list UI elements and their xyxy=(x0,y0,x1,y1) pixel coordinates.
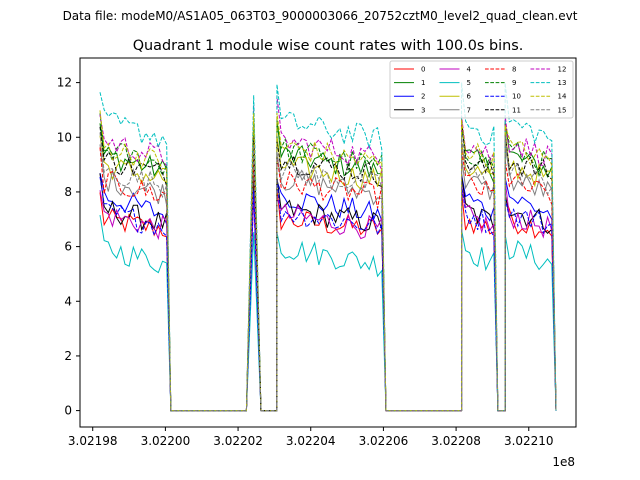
x-tick-label: 3.02208 xyxy=(431,434,481,448)
y-tick-label: 12 xyxy=(57,76,72,90)
x-axis: 3.02198 3.02200 3.02202 3.02204 3.02206 3.022… xyxy=(68,427,554,448)
x-tick-label: 3.02210 xyxy=(504,434,554,448)
plot-frame xyxy=(79,57,577,428)
legend-label-9: 9 xyxy=(512,79,516,87)
x-tick-label: 3.02206 xyxy=(359,434,409,448)
legend-label-7: 7 xyxy=(467,106,471,114)
y-tick-label: 6 xyxy=(64,240,72,254)
x-tick-label: 3.02198 xyxy=(68,434,118,448)
y-tick-label: 8 xyxy=(64,185,72,199)
legend-label-4: 4 xyxy=(467,66,472,74)
y-tick-label: 2 xyxy=(64,349,72,363)
legend-box xyxy=(389,60,574,119)
y-tick-label: 0 xyxy=(64,404,72,418)
legend-label-12: 12 xyxy=(558,66,567,74)
legend-label-0: 0 xyxy=(421,66,425,74)
y-tick-label: 4 xyxy=(64,294,72,308)
y-axis: 0 2 4 6 8 10 12 xyxy=(57,76,80,418)
legend-label-1: 1 xyxy=(421,79,425,87)
legend-label-2: 2 xyxy=(421,93,425,101)
legend-label-10: 10 xyxy=(512,93,521,101)
legend-label-14: 14 xyxy=(558,93,567,101)
legend-label-5: 5 xyxy=(467,79,471,87)
x-tick-label: 3.02202 xyxy=(213,434,263,448)
series-line-11 xyxy=(99,119,557,412)
legend-label-11: 11 xyxy=(512,106,521,114)
legend-label-3: 3 xyxy=(421,106,425,114)
series-line-15 xyxy=(99,132,557,412)
x-offset-label: 1e8 xyxy=(552,455,575,469)
series-layer xyxy=(99,82,557,412)
y-tick-label: 10 xyxy=(57,130,72,144)
legend-label-8: 8 xyxy=(512,66,516,74)
x-tick-label: 3.02204 xyxy=(286,434,336,448)
chart-title: Quadrant 1 module wise count rates with … xyxy=(133,38,524,54)
series-line-8 xyxy=(99,147,557,412)
legend-label-6: 6 xyxy=(467,93,472,101)
legend-label-13: 13 xyxy=(558,79,567,87)
x-tick-label: 3.02200 xyxy=(141,434,191,448)
legend-label-15: 15 xyxy=(558,106,567,114)
suptitle: Data file: modeM0/AS1A05_063T03_90000030… xyxy=(63,9,578,23)
